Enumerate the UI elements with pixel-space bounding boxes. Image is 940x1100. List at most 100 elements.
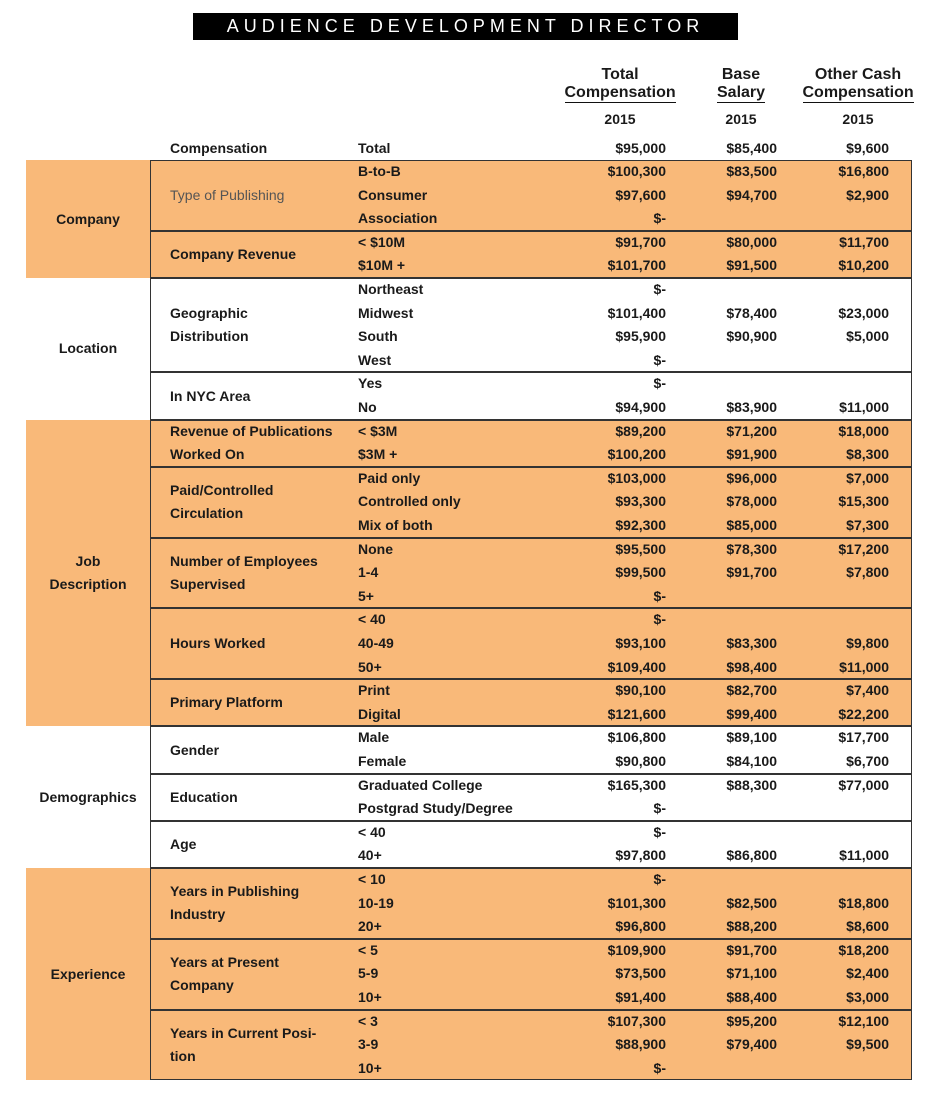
cell: $93,100 (615, 635, 666, 651)
cell: $17,200 (838, 540, 889, 557)
cell: $- (653, 210, 666, 227)
cell: $85,400 (726, 140, 777, 156)
group-label: Gender (170, 741, 220, 758)
cell: $22,200 (838, 705, 889, 722)
group-label: Distribution (170, 328, 249, 345)
group-box (150, 160, 912, 231)
cell: $90,100 (615, 682, 666, 699)
cell: $83,500 (726, 163, 777, 179)
cell: $- (653, 351, 666, 368)
group-label: Worked On (170, 446, 245, 463)
group-label: Company (170, 977, 234, 994)
cell: $88,400 (726, 989, 777, 1005)
cell: $- (653, 587, 666, 604)
column-header: Compensation (564, 84, 676, 103)
cell: $5,000 (846, 328, 889, 345)
column-year: 2015 (725, 111, 757, 127)
cell: $92,300 (615, 517, 666, 533)
cell: $95,900 (615, 328, 666, 345)
cell: $165,300 (607, 776, 666, 793)
cell: $18,800 (838, 894, 889, 911)
cell: $- (653, 823, 666, 840)
group-box (150, 608, 912, 680)
cell: $80,000 (726, 233, 777, 250)
cell: $78,300 (726, 540, 777, 557)
row-label: < 40 (358, 611, 386, 628)
cell: $11,000 (839, 658, 889, 675)
group-box (150, 868, 912, 939)
cell: $9,800 (846, 635, 889, 651)
group-label: Education (170, 788, 238, 805)
row-label: 3-9 (358, 1036, 379, 1053)
section-band (26, 160, 912, 278)
row-label: 10-19 (358, 894, 394, 911)
row-label: 20+ (358, 918, 382, 935)
group-label: Hours Worked (170, 635, 266, 652)
row-label: $10M + (358, 257, 406, 274)
group-label: Years at Present (170, 954, 279, 971)
group-label: Company Revenue (170, 245, 297, 262)
group-label: Years in Current Posi- (170, 1025, 317, 1041)
row-label: Total (358, 140, 391, 156)
cell: $- (653, 800, 666, 817)
cell: $91,700 (615, 233, 666, 250)
cell: $7,800 (846, 564, 889, 581)
cell: $90,900 (726, 328, 777, 345)
cell: $89,100 (726, 729, 777, 746)
row-label: South (358, 328, 398, 345)
cell: $11,700 (839, 233, 889, 250)
column-header: Base (721, 66, 761, 83)
row-label: Mix of both (358, 517, 433, 533)
cell: $97,800 (615, 847, 666, 864)
cell: $- (653, 1059, 666, 1076)
cell: $95,500 (615, 540, 666, 557)
cell: $101,400 (607, 304, 666, 321)
cell: $109,900 (607, 941, 666, 958)
cell: $7,000 (846, 469, 889, 486)
cell: $103,000 (607, 469, 666, 486)
cell: $121,600 (607, 705, 666, 722)
group-label: Type of Publishing (170, 186, 285, 203)
cell: $3,000 (846, 989, 889, 1005)
section-label: Demographics (39, 788, 137, 805)
group-box (150, 820, 912, 868)
row-label: < 10 (358, 871, 386, 887)
group-box (150, 278, 912, 373)
row-label: < 40 (358, 823, 386, 840)
cell: $89,200 (615, 422, 666, 439)
row-label: Male (358, 729, 390, 746)
column-year: 2015 (842, 111, 874, 127)
row-label: 40+ (358, 847, 382, 864)
cell: $88,200 (726, 918, 777, 935)
row-label: Print (358, 682, 390, 699)
cell: $94,900 (615, 399, 666, 415)
group-box (150, 466, 912, 538)
section-band (26, 419, 912, 727)
group-label: Revenue of Publications (170, 423, 333, 440)
group-box (150, 1009, 912, 1081)
group-box (150, 679, 912, 727)
cell: $9,600 (846, 140, 889, 156)
cell: $18,000 (838, 422, 889, 439)
cell: $94,700 (726, 186, 777, 203)
cell: $91,500 (726, 257, 777, 274)
group-label: In NYC Area (170, 387, 251, 404)
cell: $8,600 (846, 918, 889, 935)
cell: $85,000 (726, 517, 777, 533)
cell: $96,800 (615, 918, 666, 935)
row-label: Association (358, 210, 438, 227)
row-label: Midwest (358, 304, 414, 321)
cell: $23,000 (838, 304, 889, 321)
row-label: 40-49 (358, 635, 394, 651)
cell: $7,300 (846, 517, 889, 533)
cell: $- (653, 281, 666, 297)
cell: $18,200 (838, 941, 889, 958)
section-label: Experience (50, 965, 126, 982)
cell: $96,000 (726, 469, 777, 486)
cell: $86,800 (726, 847, 777, 864)
row-label: < 3 (358, 1012, 378, 1029)
cell: $7,400 (846, 682, 889, 699)
row-label: Digital (358, 705, 401, 722)
cell: $10,200 (838, 257, 889, 274)
